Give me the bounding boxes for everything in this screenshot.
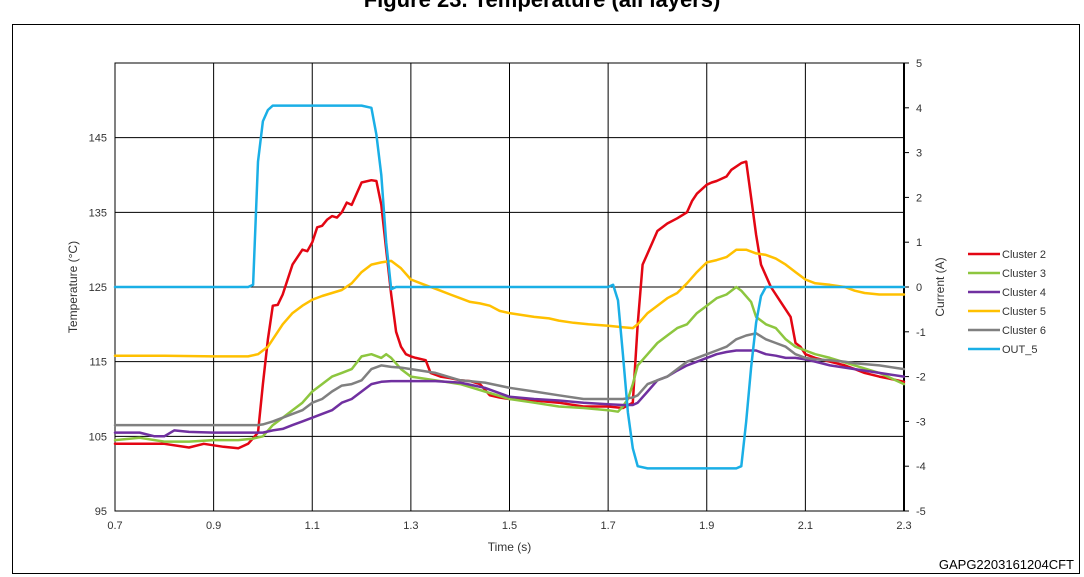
y-axis-left-label: Temperature (°C) — [66, 241, 80, 333]
y-right-tick-label: 2 — [916, 192, 922, 204]
x-tick-label: 2.1 — [798, 520, 813, 532]
legend-label-cluster-6: Cluster 6 — [1002, 325, 1046, 337]
x-tick-label: 1.3 — [403, 520, 418, 532]
legend-label-cluster-5: Cluster 5 — [1002, 306, 1046, 318]
x-tick-label: 0.9 — [206, 520, 221, 532]
y-right-tick-label: -2 — [916, 372, 926, 384]
y-right-tick-label: 3 — [916, 148, 922, 160]
x-tick-label: 1.5 — [502, 520, 517, 532]
y-right-tick-label: -3 — [916, 416, 926, 428]
y-left-tick-label: 115 — [89, 357, 107, 369]
figure-code: GAPG2203161204CFT — [938, 557, 1074, 572]
x-tick-label: 2.3 — [896, 520, 911, 532]
series-line-cluster-6 — [113, 332, 906, 427]
y-right-tick-label: -5 — [916, 506, 926, 518]
y-left-tick-label: 135 — [89, 207, 107, 219]
series-line-cluster-4 — [113, 349, 906, 438]
x-tick-label: 1.1 — [305, 520, 320, 532]
y-left-tick-label: 145 — [89, 133, 107, 145]
y-right-tick-label: 4 — [916, 103, 922, 115]
chart-title: Figure 23. Temperature (all layers) — [0, 0, 1084, 13]
series-line-cluster-5 — [113, 248, 906, 358]
series-line-out-5 — [113, 104, 906, 470]
x-tick-label: 1.7 — [600, 520, 615, 532]
y-right-tick-label: 5 — [916, 58, 922, 70]
y-left-tick-label: 105 — [89, 431, 107, 443]
figure-frame — [12, 24, 1080, 574]
x-tick-label: 0.7 — [107, 520, 122, 532]
legend-label-cluster-4: Cluster 4 — [1002, 287, 1046, 299]
legend: Cluster 2 Cluster 3 Cluster 4 Cluster 5 Clus… — [968, 249, 1046, 356]
legend-label-out-5: OUT_5 — [1002, 344, 1037, 356]
y-right-tick-label: -1 — [916, 327, 926, 339]
y-right-tick-label: 1 — [916, 237, 922, 249]
tick-labels: 0.7 0.9 1.1 1.3 1.5 1.7 1.9 2.1 2.39510511512513… — [89, 58, 926, 532]
x-axis-label: Time (s) — [488, 540, 532, 554]
y-right-tick-label: 0 — [916, 282, 922, 294]
y-axis-right-label: Current (A) — [933, 257, 947, 316]
x-tick-label: 1.9 — [699, 520, 714, 532]
series-group — [113, 104, 906, 470]
y-left-tick-label: 125 — [89, 282, 107, 294]
y-left-tick-label: 95 — [95, 506, 107, 518]
legend-label-cluster-2: Cluster 2 — [1002, 249, 1046, 261]
y-right-tick-label: -4 — [916, 461, 926, 473]
legend-label-cluster-3: Cluster 3 — [1002, 268, 1046, 280]
